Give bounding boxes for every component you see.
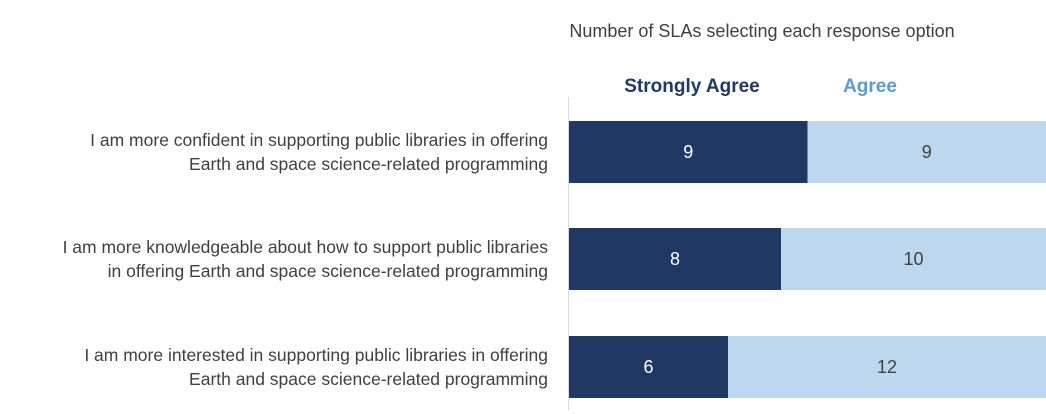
value-label: 9 <box>922 142 932 162</box>
bar-segment <box>728 336 1046 398</box>
value-label: 6 <box>643 357 653 377</box>
value-label: 10 <box>903 249 923 269</box>
value-label: 12 <box>877 357 897 377</box>
chart-title: Number of SLAs selecting each response o… <box>569 21 954 41</box>
legend-entry: Agree <box>843 76 897 97</box>
bar-segment <box>569 121 808 183</box>
bar-segment <box>781 228 1046 290</box>
category-label: I am more confident in supporting public… <box>90 130 548 174</box>
bar-segment <box>807 121 1046 183</box>
bar-segment <box>569 228 781 290</box>
value-label: 8 <box>670 249 680 269</box>
value-label: 9 <box>683 142 693 162</box>
bar-segment <box>569 336 728 398</box>
category-label: I am more knowledgeable about how to sup… <box>62 237 548 281</box>
legend-entry: Strongly Agree <box>624 76 760 97</box>
category-label: I am more interested in supporting publi… <box>84 345 548 389</box>
